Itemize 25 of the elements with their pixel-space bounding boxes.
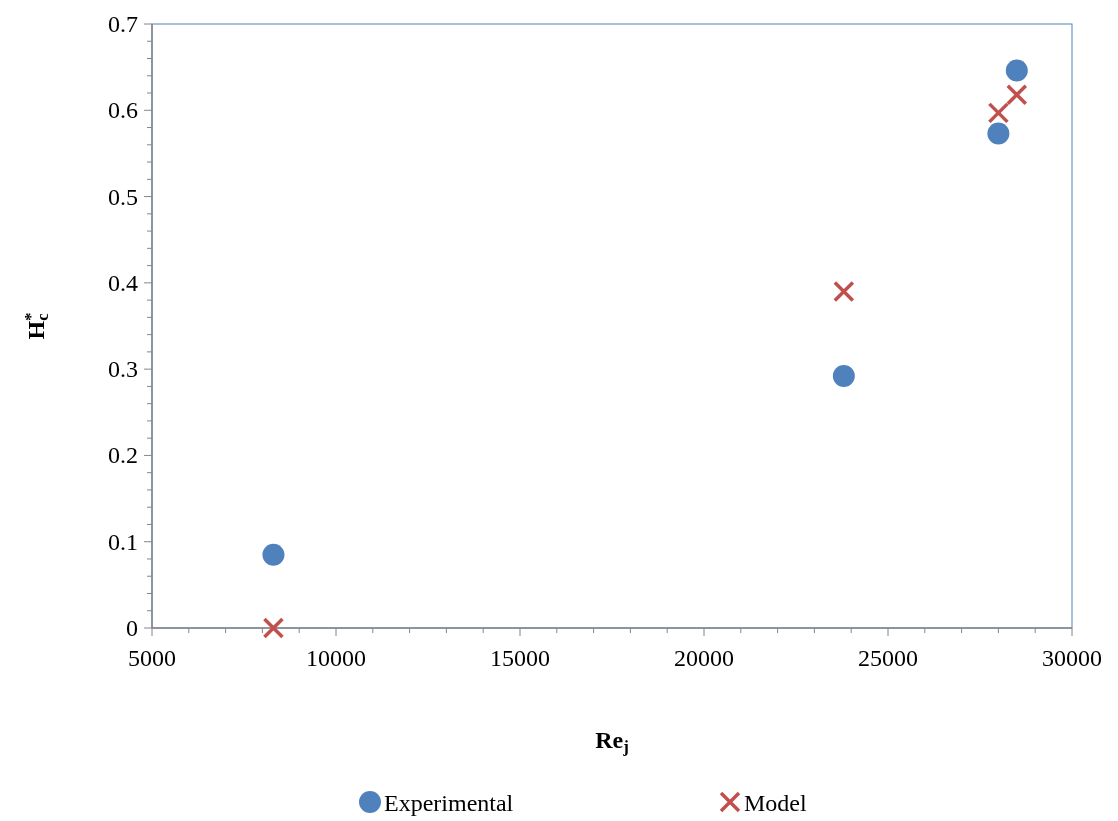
y-tick-label: 0.3 — [108, 356, 138, 383]
x-axis-title: Re$_{j}$ — [595, 727, 629, 757]
x-tick-label: 5000 — [128, 645, 176, 671]
x-tick-label: 25000 — [858, 645, 918, 671]
y-tick-label: 0.5 — [108, 183, 138, 210]
legend-label: Model — [744, 790, 807, 816]
point — [262, 617, 285, 639]
point — [987, 102, 1010, 124]
point — [262, 543, 285, 566]
legend-label: Experimental — [384, 790, 514, 816]
point — [987, 122, 1010, 145]
y-tick-label: 0.7 — [108, 11, 138, 37]
y-tick-label: 0.1 — [108, 528, 138, 555]
point — [1005, 59, 1028, 82]
x-tick-label: 30000 — [1042, 645, 1102, 671]
y-tick-label: 0.2 — [108, 442, 138, 469]
x-tick-label: 20000 — [674, 645, 734, 671]
y-tick-label: 0.4 — [108, 269, 138, 296]
x-tick-label: 10000 — [306, 645, 366, 671]
y-tick-label: 0.6 — [108, 97, 138, 124]
x-tick-label: 15000 — [490, 645, 550, 671]
y-tick-label: 0 — [126, 615, 138, 641]
point — [1006, 84, 1028, 106]
point — [833, 280, 855, 303]
point — [832, 365, 855, 388]
